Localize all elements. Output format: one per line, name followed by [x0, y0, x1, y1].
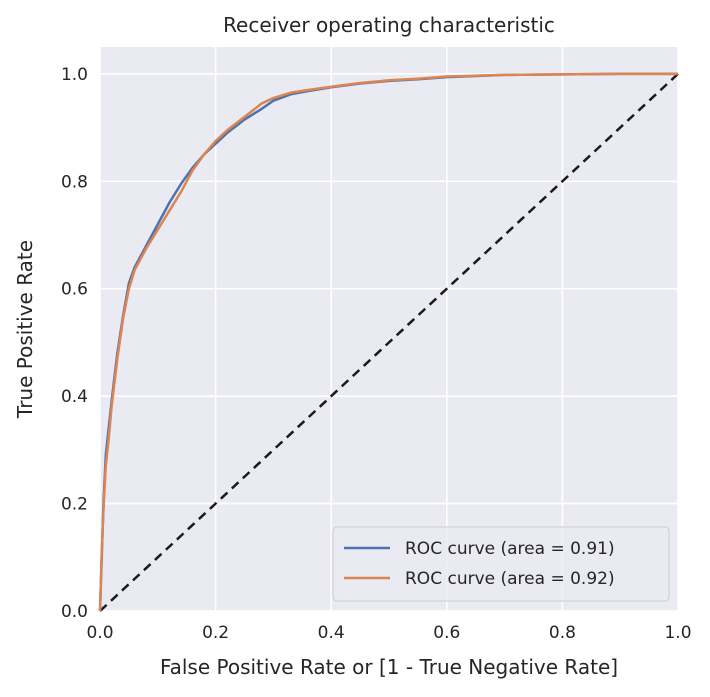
y-tick-labels: 0.0 0.2 0.4 0.6 0.8 1.0 [61, 65, 88, 622]
legend-box [332, 526, 670, 602]
chance-diagonal-line [99, 72, 679, 612]
y-tick-label: 0.4 [61, 387, 88, 407]
roc-curve-line-2 [98, 72, 678, 612]
legend-label-1: ROC curve (area = 0.91) [405, 539, 615, 559]
x-tick-label: 0.0 [86, 623, 113, 643]
x-tick-label: 0.4 [318, 623, 345, 643]
x-axis-label: False Positive Rate or [1 - True Negativ… [160, 655, 618, 679]
y-axis-label: True Positive Rate [13, 240, 37, 419]
series-lines [98, 72, 679, 612]
x-tick-label: 0.6 [433, 623, 460, 643]
y-tick-label: 0.2 [61, 495, 88, 515]
y-tick-label: 1.0 [61, 65, 88, 85]
y-tick-label: 0.0 [61, 602, 88, 622]
x-tick-label: 0.8 [549, 623, 576, 643]
legend-label-2: ROC curve (area = 0.92) [405, 569, 615, 589]
plot-area [100, 47, 678, 611]
x-tick-label: 1.0 [664, 623, 691, 643]
x-tick-label: 0.2 [202, 623, 229, 643]
x-tick-labels: 0.0 0.2 0.4 0.6 0.8 1.0 [86, 623, 691, 643]
legend: ROC curve (area = 0.91) ROC curve (area … [332, 526, 670, 602]
y-tick-label: 0.6 [61, 280, 88, 300]
y-tick-label: 0.8 [61, 172, 88, 192]
chart-title: Receiver operating characteristic [223, 13, 555, 37]
